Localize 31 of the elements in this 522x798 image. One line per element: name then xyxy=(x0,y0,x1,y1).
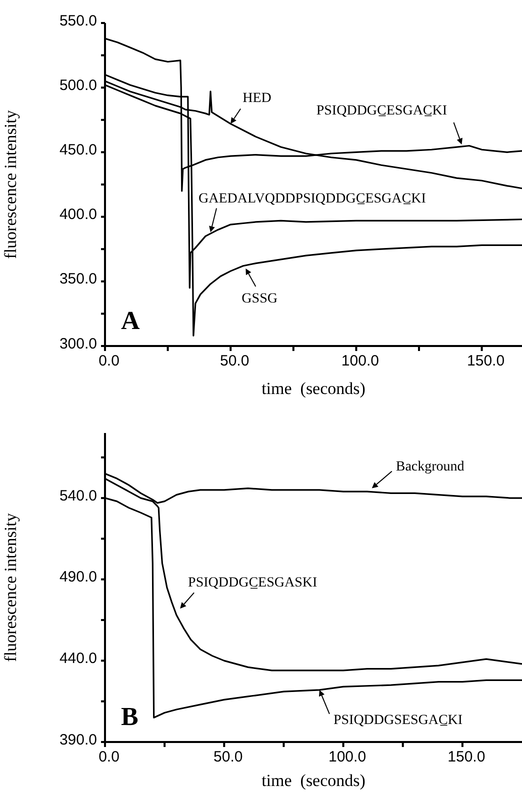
x-tick-label: 50.0 xyxy=(220,352,250,370)
annotation: GSSG xyxy=(242,291,278,306)
x-tick-label: 0.0 xyxy=(98,748,120,766)
y-tick-label: 390.0 xyxy=(59,731,97,748)
y-axis-title: fluorescence intensity xyxy=(1,110,20,259)
y-tick-label: 500.0 xyxy=(59,76,97,94)
x-axis-title: time (seconds) xyxy=(262,771,366,790)
annotation: GAEDALVQDDPSIQDDGC̲ESGAC̲KI xyxy=(198,191,426,206)
y-tick-label: 440.0 xyxy=(59,650,97,668)
y-tick-label: 550.0 xyxy=(59,12,97,30)
annotation: B xyxy=(121,702,138,732)
y-tick-label: 490.0 xyxy=(59,568,97,586)
annotation: A xyxy=(121,306,140,336)
x-tick-label: 0.0 xyxy=(98,352,120,370)
x-tick-label: 100.0 xyxy=(341,352,379,370)
y-tick-label: 400.0 xyxy=(59,206,97,224)
x-tick-label: 100.0 xyxy=(328,748,366,766)
x-tick-label: 150.0 xyxy=(467,352,505,370)
x-axis-title: time (seconds) xyxy=(262,379,366,398)
annotation: PSIQDDGSESGAC̲KI xyxy=(333,712,463,728)
x-tick-label: 50.0 xyxy=(214,748,243,766)
x-tick-label: 150.0 xyxy=(448,748,486,766)
annotation: Background xyxy=(396,459,464,474)
y-tick-label: 350.0 xyxy=(59,270,97,288)
y-tick-label: 540.0 xyxy=(59,487,97,504)
y-axis-title: fluorescence intensity xyxy=(1,512,20,662)
annotation: PSIQDDGC̲ESGASKI xyxy=(188,576,318,591)
annotation: PSIQDDGC̲ESGAC̲KI xyxy=(316,103,448,118)
y-tick-label: 450.0 xyxy=(59,142,97,159)
y-tick-label: 300.0 xyxy=(59,335,97,352)
annotation: HED xyxy=(242,90,272,106)
